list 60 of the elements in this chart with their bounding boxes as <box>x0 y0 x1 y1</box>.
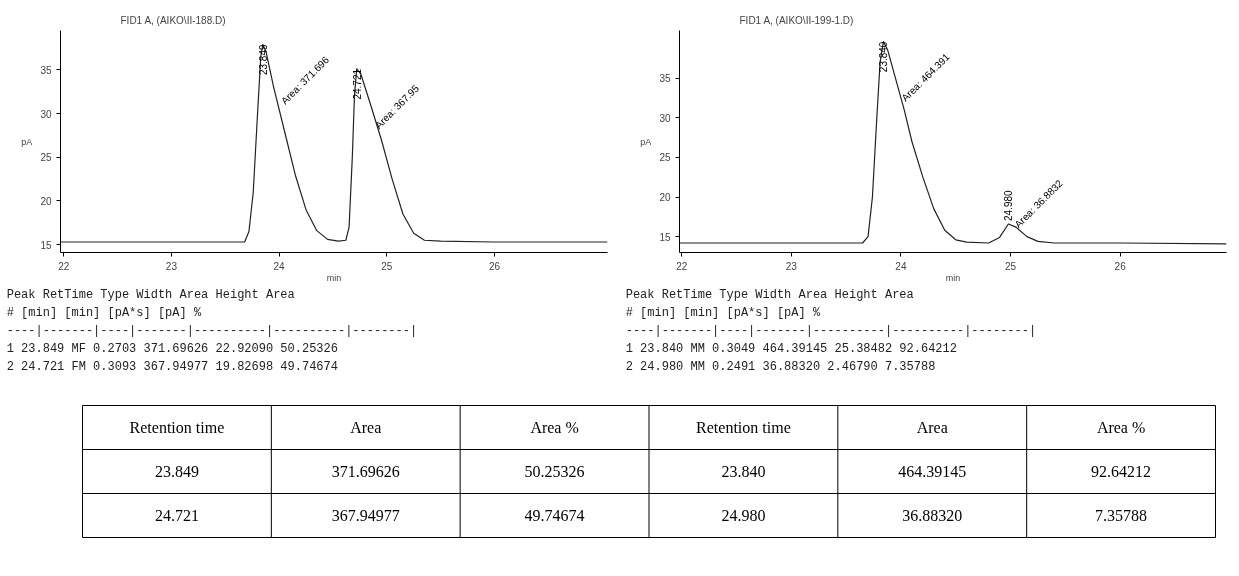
y-tick-label: 25 <box>40 152 52 164</box>
text: Peak RetTime Type Width Area Height Area <box>6 287 295 302</box>
text: Area <box>350 419 382 436</box>
text: Retention time <box>129 419 225 436</box>
y-tick-label: 15 <box>40 239 52 251</box>
text: 2 24.980 MM 0.2491 36.88320 2.46790 7.35788 <box>625 360 936 375</box>
text: 36.88320 <box>902 507 963 524</box>
text: 1 23.849 MF 0.2703 371.69626 22.92090 50.25326 <box>6 342 338 357</box>
text: ----|-------|----|-------|----------|----------|--------| <box>625 323 1037 338</box>
y-tick-label: 25 <box>659 152 671 164</box>
y-tick-label: 20 <box>40 195 52 207</box>
chart-title: FID1 A, (AIKO\II-199-1.D) <box>739 14 854 26</box>
x-tick-label: 23 <box>785 260 798 272</box>
annotation: 24.721 <box>351 68 363 100</box>
y-tick-label: 35 <box>40 64 52 76</box>
annotation: 23.840 <box>878 41 890 73</box>
text: Area % <box>530 419 579 436</box>
y-axis-title: pA <box>21 136 33 147</box>
y-tick-label: 15 <box>659 231 671 243</box>
text: 23.849 <box>154 463 199 480</box>
x-tick-label: 24 <box>895 260 907 272</box>
x-axis-title: min <box>326 272 342 283</box>
line-series <box>679 41 1227 245</box>
text: 2 24.721 FM 0.3093 367.94977 19.82698 49.74674 <box>6 360 338 375</box>
x-tick-label: 23 <box>165 260 178 272</box>
text: 23.840 <box>721 463 766 480</box>
annotation: 23.849 <box>257 44 269 76</box>
y-tick-label: 30 <box>40 108 52 120</box>
y-tick-label: 30 <box>659 112 671 124</box>
text: 24.980 <box>721 507 766 524</box>
y-tick-label: 35 <box>659 73 671 85</box>
x-axis-title: min <box>945 272 961 283</box>
y-axis-title: pA <box>640 136 652 147</box>
text: 371.69626 <box>331 463 400 480</box>
text: ----|-------|----|-------|----------|----------|--------| <box>6 323 418 338</box>
x-tick-label: 22 <box>58 260 70 272</box>
text: Peak RetTime Type Width Area Height Area <box>625 287 914 302</box>
x-tick-label: 26 <box>488 260 501 272</box>
text: 464.39145 <box>898 463 967 480</box>
chart-title: FID1 A, (AIKO\II-188.D) <box>120 14 226 26</box>
text: 24.721 <box>154 507 199 524</box>
text: 1 23.840 MM 0.3049 464.39145 25.38482 92.64212 <box>625 342 957 357</box>
line-series <box>60 43 608 243</box>
text: 367.94977 <box>331 507 400 524</box>
x-tick-label: 25 <box>381 260 393 272</box>
y-tick-label: 20 <box>659 192 671 203</box>
text: Area <box>916 419 948 436</box>
text: Area % <box>1096 419 1146 436</box>
text: # [min] [min] [pA*s] [pA] % <box>6 305 202 320</box>
x-tick-label: 24 <box>273 260 286 272</box>
annotation: 24.980 <box>1003 189 1015 221</box>
text: 50.25326 <box>524 463 585 480</box>
text: 7.35788 <box>1095 507 1148 524</box>
x-tick-label: 26 <box>1114 260 1127 272</box>
text: 92.64212 <box>1091 463 1152 480</box>
text: # [min] [min] [pA*s] [pA] % <box>625 305 821 320</box>
x-tick-label: 25 <box>1004 260 1017 272</box>
x-tick-label: 22 <box>676 260 688 272</box>
text: 49.74674 <box>524 507 585 524</box>
text: Retention time <box>696 419 791 436</box>
